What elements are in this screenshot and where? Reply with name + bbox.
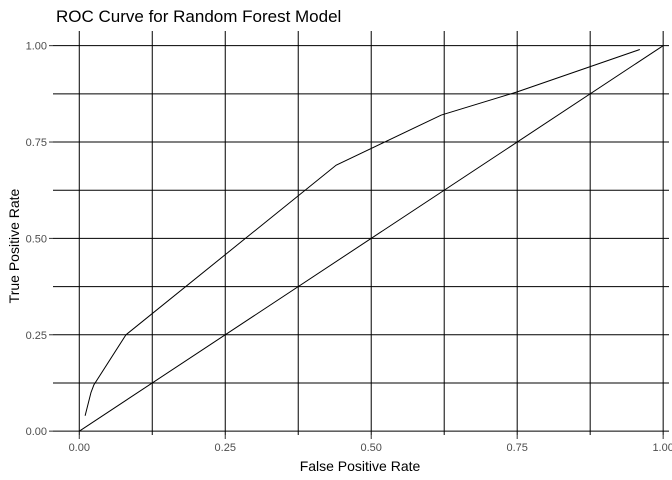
grid-lines bbox=[53, 31, 669, 435]
chart-title: ROC Curve for Random Forest Model bbox=[56, 7, 342, 26]
y-tick-label: 1.00 bbox=[26, 41, 47, 53]
x-axis-ticks: 0.00 0.25 0.50 0.75 1.00 bbox=[69, 435, 672, 454]
x-tick-label: 1.00 bbox=[652, 442, 672, 454]
y-tick-label: 0.00 bbox=[26, 426, 47, 438]
x-tick-label: 0.50 bbox=[361, 442, 382, 454]
y-tick-label: 0.75 bbox=[26, 137, 47, 149]
diagonal-reference-line bbox=[78, 45, 664, 432]
x-axis-title: False Positive Rate bbox=[300, 458, 421, 474]
y-tick-label: 0.50 bbox=[26, 233, 47, 245]
roc-curve-line bbox=[84, 49, 640, 416]
series-lines bbox=[78, 45, 664, 432]
x-tick-label: 0.75 bbox=[506, 442, 527, 454]
y-axis-title: True Positive Rate bbox=[6, 188, 22, 303]
x-tick-label: 0.00 bbox=[69, 442, 90, 454]
x-tick-label: 0.25 bbox=[215, 442, 236, 454]
y-tick-label: 0.25 bbox=[26, 330, 47, 342]
y-axis-ticks: 0.00 0.25 0.50 0.75 1.00 bbox=[26, 41, 53, 438]
